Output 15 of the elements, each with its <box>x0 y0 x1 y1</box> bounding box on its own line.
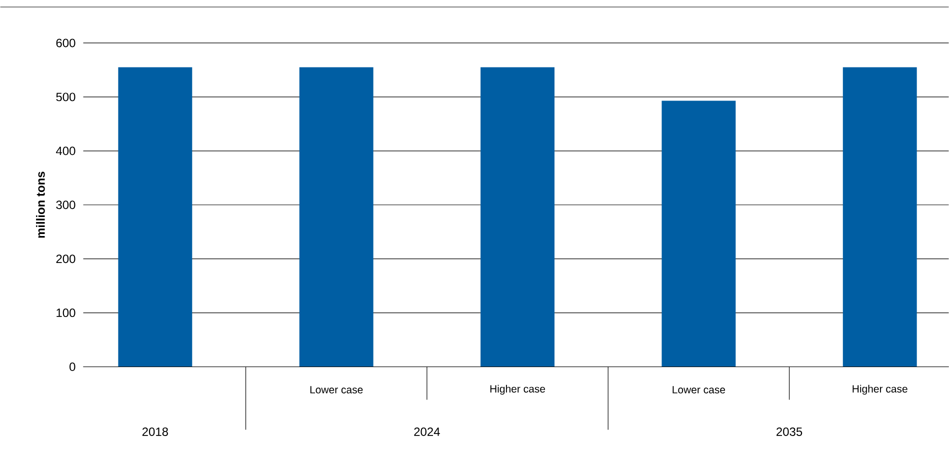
x-tick-label: Lower case <box>310 386 363 394</box>
y-tick-label: 300 <box>56 200 76 210</box>
y-axis-title: million tons <box>36 172 45 238</box>
y-tick-label: 0 <box>70 362 76 372</box>
text: 2024 <box>414 428 440 436</box>
y-tick-label: 600 <box>56 38 76 48</box>
x-tick-label: Lower case <box>672 386 726 394</box>
y-tick-label: 500 <box>56 92 76 102</box>
text: 2018 <box>142 428 168 436</box>
y-tick-label: 400 <box>56 146 76 156</box>
x-tick-label: Higher case <box>490 385 546 395</box>
y-tick-label: 100 <box>56 308 76 318</box>
x-tick-label: Higher case <box>852 385 908 395</box>
text: 2035 <box>776 428 802 436</box>
y-tick-label: 200 <box>56 254 76 264</box>
